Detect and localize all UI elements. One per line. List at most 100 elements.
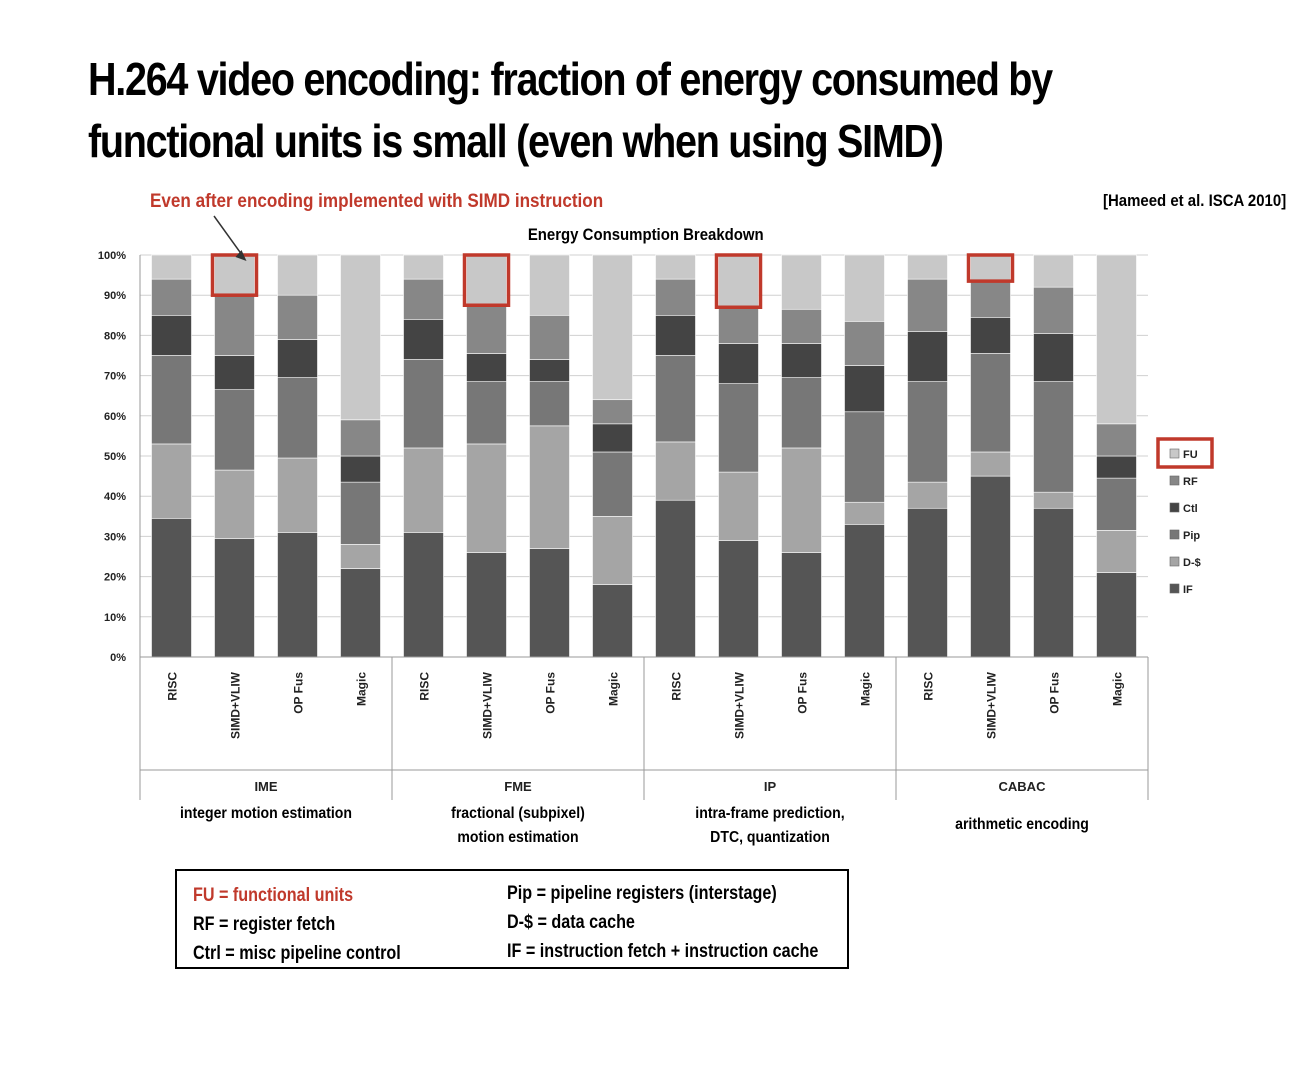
x-category-label: OP Fus — [292, 672, 306, 714]
bar-segment-rf — [403, 278, 444, 320]
bar-segment-d — [970, 451, 1011, 477]
glossary-item-if: IF = instruction fetch + instruction cac… — [507, 941, 819, 962]
bar-segment-pip — [970, 353, 1011, 453]
bar-segment-rf — [907, 278, 948, 332]
bar-segment-fu — [844, 254, 885, 322]
x-category-label: RISC — [922, 672, 936, 701]
bar-segment-pip — [844, 411, 885, 503]
bar-segment-pip — [781, 377, 822, 449]
bar-segment-fu — [403, 254, 444, 280]
callout-arrow-head — [235, 250, 247, 261]
bar-segment-rf — [655, 278, 696, 316]
bar-segment-if — [970, 475, 1011, 658]
y-tick-label: 80% — [104, 330, 126, 342]
y-tick-label: 40% — [104, 491, 126, 503]
bar-segment-rf — [151, 278, 192, 316]
bar-segment-fu — [1096, 254, 1137, 425]
bar-segment-pip — [718, 383, 759, 473]
group-label: FME — [504, 779, 532, 794]
glossary-item-fu: FU = functional units — [193, 885, 354, 906]
bar-segment-pip — [1096, 477, 1137, 531]
glossary-box: FU = functional units RF = register fetc… — [175, 869, 849, 969]
bar-segment-pip — [907, 381, 948, 483]
bar-segment-if — [340, 568, 381, 658]
bar-segment-fu — [529, 254, 570, 316]
bar-segment-ctl — [1096, 455, 1137, 479]
bar-segment-d — [1096, 530, 1137, 573]
x-category-label: SIMD+VLIW — [733, 671, 747, 739]
glossary-item-dcache: D-$ = data cache — [507, 912, 635, 933]
bar-segment-rf — [1096, 423, 1137, 457]
y-tick-label: 30% — [104, 531, 126, 543]
bar-segment-fu — [466, 254, 507, 306]
group-description: integer motion estimation — [180, 804, 352, 822]
group-description: DTC, quantization — [710, 828, 830, 846]
bar-segment-if — [1096, 572, 1137, 658]
bar-segment-rf — [277, 294, 318, 340]
bar-segment-fu — [1033, 254, 1074, 288]
bar-segment-fu — [970, 254, 1011, 282]
group-description: fractional (subpixel) — [451, 804, 585, 822]
legend-swatch-if — [1169, 583, 1180, 594]
x-category-label: Magic — [607, 672, 621, 706]
x-category-label: RISC — [166, 672, 180, 701]
group-label: IP — [764, 779, 777, 794]
callout-arrow-line — [213, 215, 245, 258]
bar-segment-pip — [277, 377, 318, 459]
bar-segment-rf — [970, 280, 1011, 318]
bar-segment-rf — [529, 314, 570, 360]
legend-label: IF — [1183, 584, 1193, 596]
bar-segment-ctl — [907, 331, 948, 382]
bar-segment-fu — [277, 254, 318, 296]
legend-label: Pip — [1183, 530, 1200, 542]
fu-highlight-box — [210, 253, 259, 297]
bar-segment-pip — [655, 355, 696, 443]
group-label: IME — [254, 779, 277, 794]
bar-segment-fu — [781, 254, 822, 310]
glossary-item-ctrl: Ctrl = misc pipeline control — [193, 943, 401, 964]
bar-segment-if — [592, 584, 633, 658]
bar-segment-d — [529, 425, 570, 549]
bar-segment-pip — [529, 381, 570, 427]
bar-segment-rf — [1033, 286, 1074, 334]
x-category-label: RISC — [670, 672, 684, 701]
fu-highlight-box — [714, 253, 763, 310]
bar-segment-pip — [592, 451, 633, 517]
legend-fu-highlight-box — [1156, 437, 1214, 469]
bar-segment-rf — [844, 321, 885, 366]
bar-segment-rf — [781, 308, 822, 344]
bar-segment-d — [844, 501, 885, 525]
legend-swatch-pip — [1169, 529, 1180, 540]
bar-segment-pip — [214, 389, 255, 471]
fu-highlight-box — [462, 253, 511, 307]
bar-segment-ctl — [403, 319, 444, 360]
bar-segment-ctl — [970, 317, 1011, 354]
bar-segment-if — [151, 518, 192, 658]
bar-segment-ctl — [655, 314, 696, 356]
bar-segment-fu — [214, 254, 255, 296]
x-category-label: Magic — [1111, 672, 1125, 706]
bar-segment-pip — [466, 381, 507, 445]
x-category-label: SIMD+VLIW — [229, 671, 243, 739]
bar-segment-d — [907, 481, 948, 509]
bar-segment-rf — [718, 306, 759, 344]
group-description: arithmetic encoding — [955, 815, 1089, 833]
bar-segment-if — [1033, 507, 1074, 658]
bar-segment-rf — [592, 399, 633, 425]
glossary-column-left: FU = functional units RF = register fetc… — [193, 881, 437, 968]
y-tick-label: 100% — [98, 250, 126, 262]
bar-segment-fu — [592, 254, 633, 401]
group-description: motion estimation — [457, 828, 578, 846]
legend-swatch-rf — [1169, 475, 1180, 486]
y-tick-label: 60% — [104, 411, 126, 423]
bar-segment-if — [844, 524, 885, 658]
energy-breakdown-chart: Energy Consumption Breakdown 0% 10% 20% 30% 4… — [98, 215, 1214, 846]
y-tick-label: 70% — [104, 371, 126, 383]
bar-segment-d — [277, 457, 318, 533]
bar-segment-ctl — [844, 365, 885, 413]
bar-segment-if — [466, 552, 507, 658]
group-label: CABAC — [999, 779, 1047, 794]
x-category-label: OP Fus — [796, 672, 810, 714]
bar-segment-pip — [151, 355, 192, 445]
legend-swatch-ctl — [1169, 502, 1180, 513]
